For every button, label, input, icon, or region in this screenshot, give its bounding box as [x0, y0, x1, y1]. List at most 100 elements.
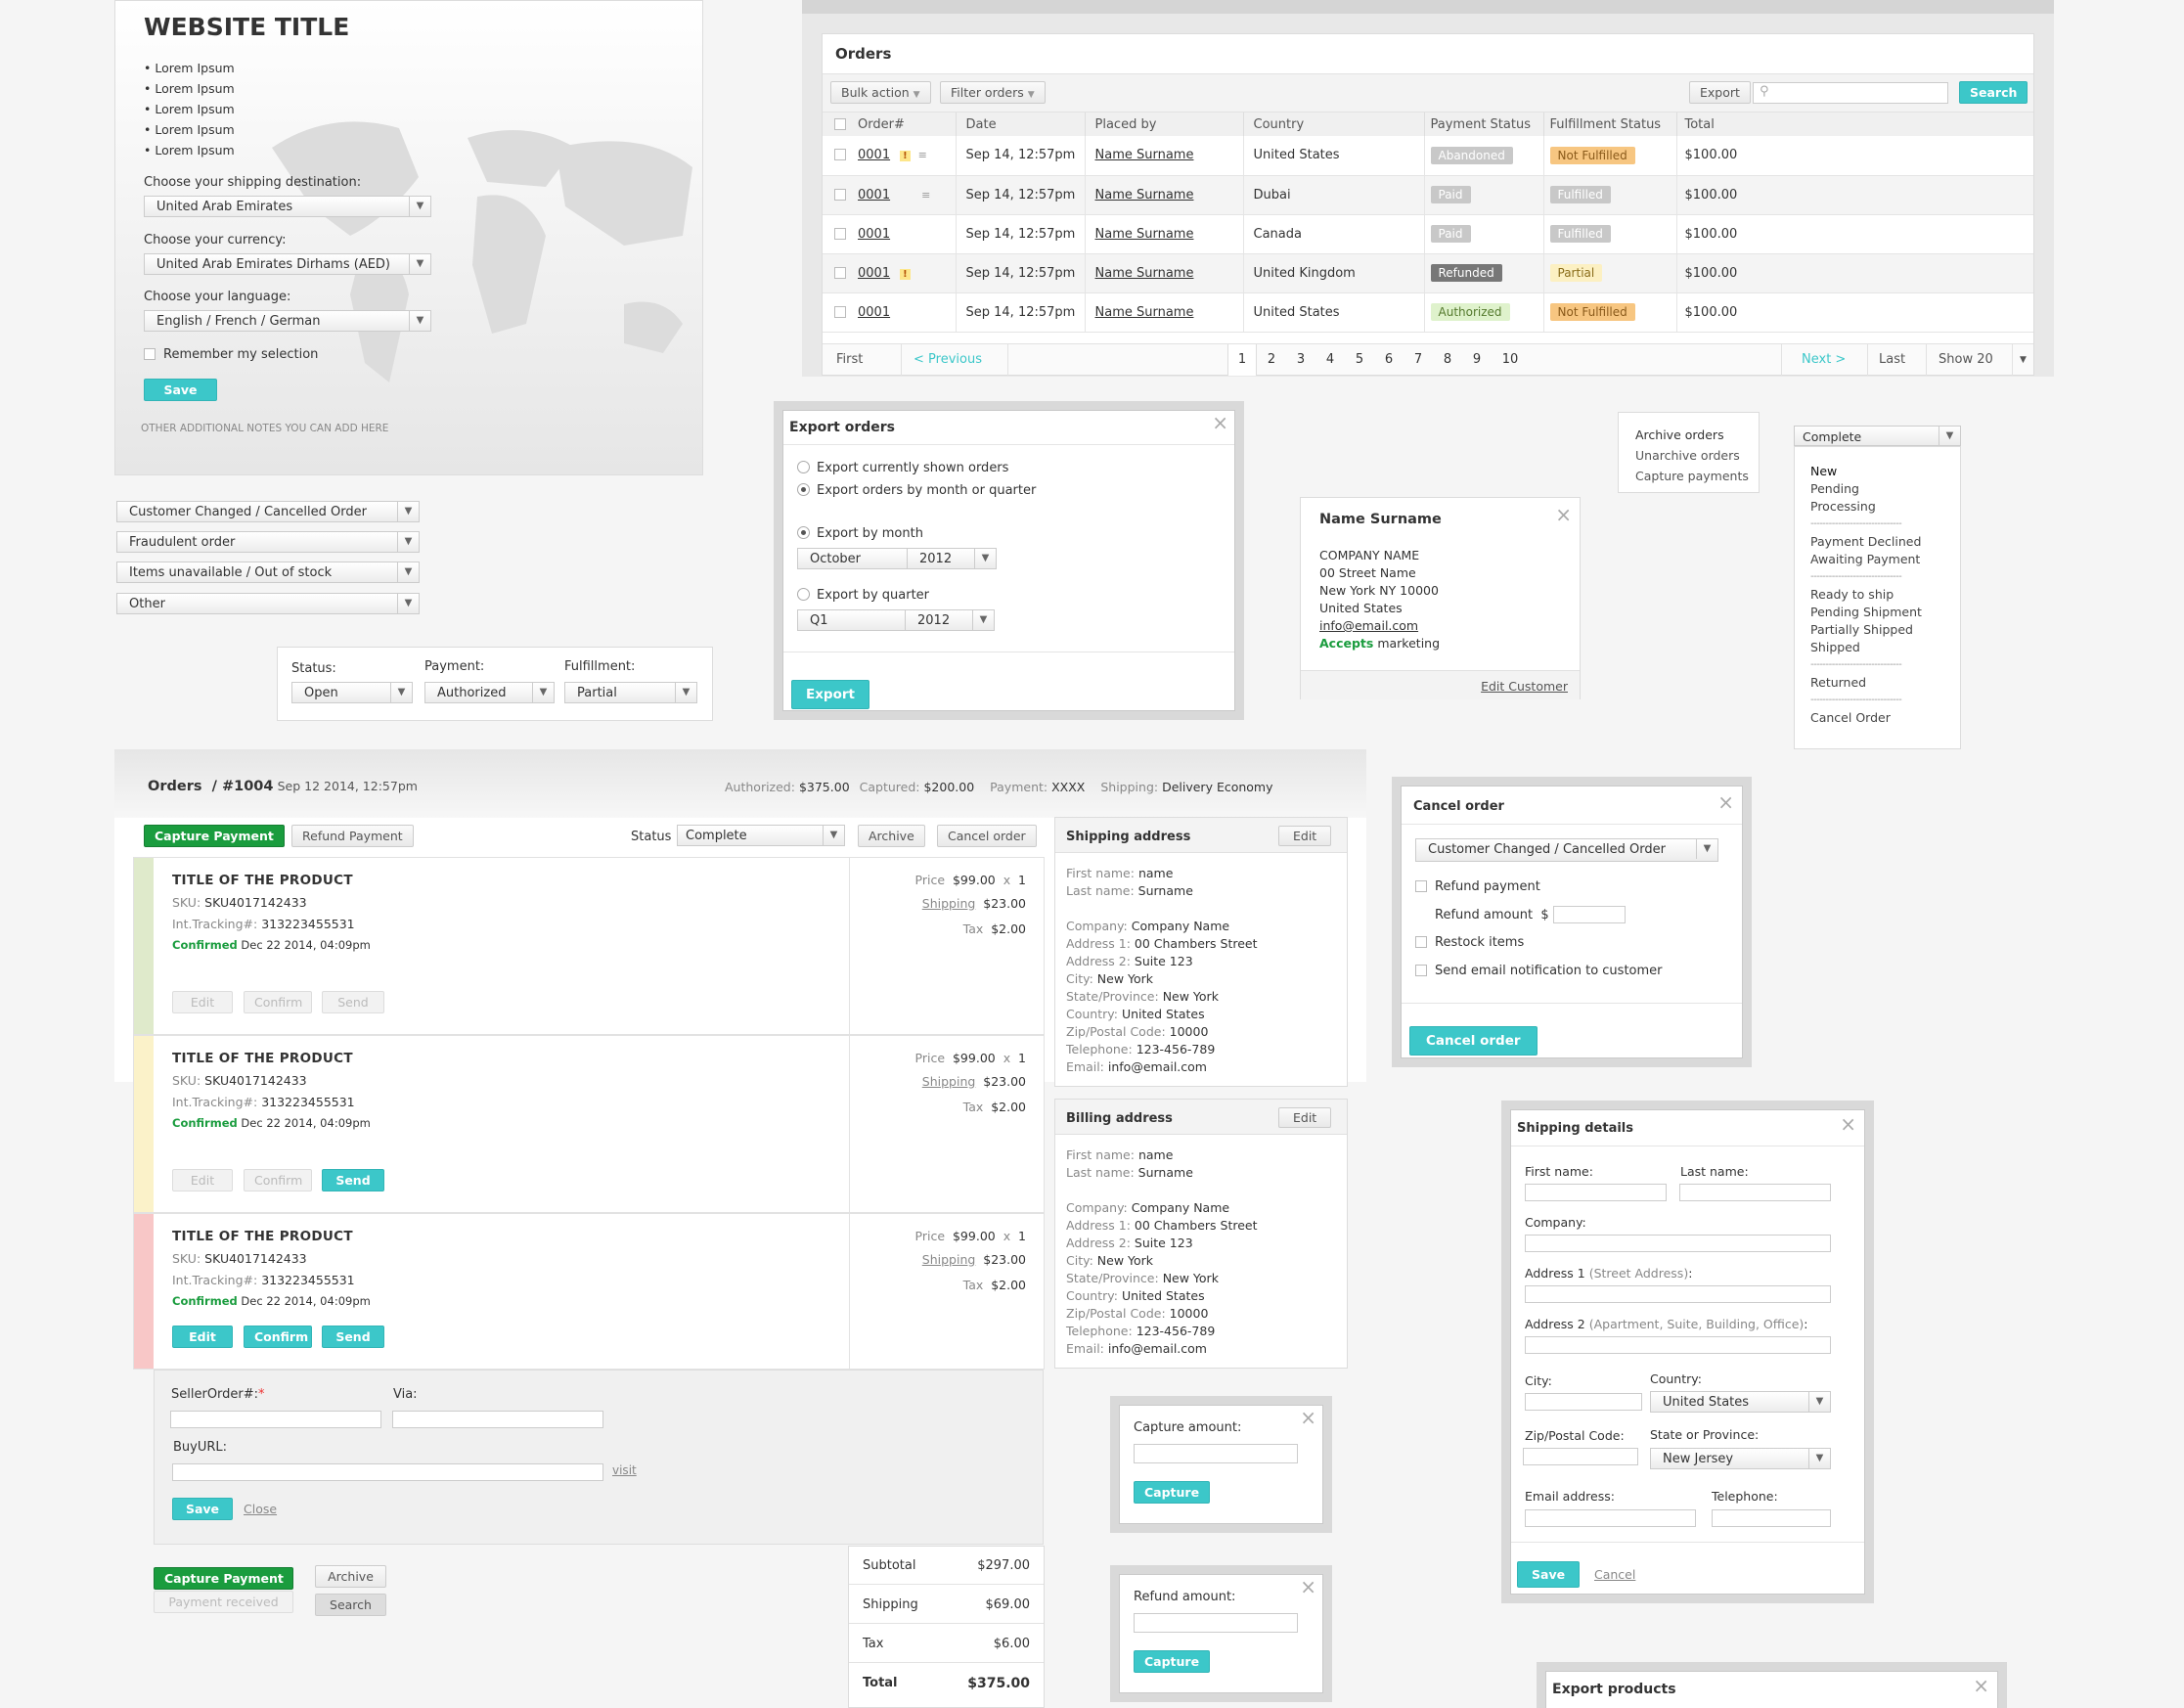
order-link[interactable]: 0001	[858, 226, 891, 242]
menu-item-unarchive[interactable]: Unarchive orders	[1635, 448, 1740, 463]
first-page-link[interactable]: First	[836, 352, 864, 367]
col-country[interactable]: Country	[1242, 112, 1424, 136]
refund-payment-button[interactable]: Refund Payment	[291, 825, 414, 847]
close-icon[interactable]: ×	[1300, 1575, 1316, 1598]
address2-input[interactable]	[1525, 1336, 1831, 1354]
option-shipped[interactable]: Shipped	[1810, 640, 1860, 654]
shipping-save-button[interactable]: Save	[1517, 1561, 1581, 1588]
option-partially-shipped[interactable]: Partially Shipped	[1810, 622, 1913, 637]
order-link[interactable]: 0001	[858, 148, 891, 163]
close-icon[interactable]: ×	[1300, 1406, 1316, 1429]
save-button[interactable]: Save	[144, 379, 217, 401]
archive-bottom-button[interactable]: Archive	[315, 1565, 386, 1588]
row-checkbox[interactable]	[834, 266, 846, 279]
close-icon[interactable]: ×	[1973, 1674, 1989, 1697]
customer-link[interactable]: Name Surname	[1094, 148, 1194, 163]
option-awaiting-payment[interactable]: Awaiting Payment	[1810, 552, 1921, 566]
bulk-action-button[interactable]: Bulk action ▼	[830, 81, 931, 104]
export-current-option[interactable]: Export currently shown orders	[797, 461, 1008, 475]
search-input[interactable]: ⚲	[1753, 82, 1948, 104]
breadcrumb-orders[interactable]: Orders	[148, 779, 202, 794]
buy-url-input[interactable]	[172, 1463, 603, 1481]
customer-link[interactable]: Name Surname	[1094, 187, 1194, 202]
refund-payment-option[interactable]: Refund payment	[1415, 879, 1540, 894]
city-input[interactable]	[1525, 1393, 1642, 1411]
select-all-checkbox[interactable]	[834, 117, 846, 130]
payment-filter-select[interactable]: Authorized ▼	[424, 682, 555, 703]
table-row[interactable]: 0001 Sep 14, 12:57pm Name Surname Canada Pai…	[823, 214, 2033, 253]
page-number[interactable]: 7	[1413, 352, 1423, 367]
quarter-year-select[interactable]: 2012 ▼	[905, 609, 995, 631]
send-item-button[interactable]: Send	[322, 1326, 384, 1348]
via-input[interactable]	[392, 1411, 603, 1428]
menu-item-capture[interactable]: Capture payments	[1635, 469, 1749, 483]
col-placed-by[interactable]: Placed by	[1084, 112, 1243, 136]
radio-button[interactable]	[797, 483, 810, 496]
email-input[interactable]	[1525, 1509, 1696, 1527]
seller-order-input[interactable]	[170, 1411, 381, 1428]
close-icon[interactable]: ×	[1840, 1112, 1856, 1136]
confirm-item-button[interactable]: Confirm	[244, 1326, 312, 1348]
refund-amount-input[interactable]	[1553, 906, 1626, 923]
visit-link[interactable]: visit	[612, 1463, 637, 1477]
cancel-order-submit-button[interactable]: Cancel order	[1409, 1026, 1538, 1056]
customer-link[interactable]: Name Surname	[1094, 226, 1194, 242]
col-payment-status[interactable]: Payment Status	[1423, 112, 1543, 136]
close-icon[interactable]: ×	[1555, 503, 1572, 526]
remember-selection[interactable]: Remember my selection	[144, 347, 318, 362]
refund-checkbox[interactable]	[1415, 880, 1427, 892]
export-button[interactable]: Export	[1689, 81, 1751, 104]
table-row[interactable]: 0001 Sep 14, 12:57pm Name Surname United St…	[823, 292, 2033, 332]
option-pending-shipment[interactable]: Pending Shipment	[1810, 605, 1922, 619]
reason-select[interactable]: Items unavailable / Out of stock ▼	[116, 562, 420, 583]
remember-checkbox[interactable]	[144, 348, 156, 360]
show-per-page-select[interactable]: Show 20 ▼	[1926, 344, 2033, 376]
export-submit-button[interactable]: Export	[791, 680, 869, 709]
option-pending[interactable]: Pending	[1810, 481, 1859, 496]
reason-select[interactable]: Customer Changed / Cancelled Order ▼	[116, 501, 420, 522]
edit-shipping-address-button[interactable]: Edit	[1278, 826, 1332, 846]
page-number[interactable]: 6	[1384, 352, 1394, 367]
next-page-link[interactable]: Next >	[1781, 344, 1869, 376]
row-checkbox[interactable]	[834, 227, 846, 240]
currency-select[interactable]: United Arab Emirates Dirhams (AED) ▼	[144, 253, 431, 275]
first-name-input[interactable]	[1525, 1184, 1667, 1201]
restock-option[interactable]: Restock items	[1415, 935, 1524, 950]
shipping-destination-select[interactable]: United Arab Emirates ▼	[144, 196, 431, 217]
order-link[interactable]: 0001	[858, 304, 891, 320]
table-row[interactable]: 0001! ≡ Sep 14, 12:57pm Name Surname United …	[823, 136, 2033, 175]
refund-submit-button[interactable]: Capture	[1134, 1650, 1210, 1673]
col-date[interactable]: Date	[955, 112, 1085, 136]
row-checkbox[interactable]	[834, 188, 846, 201]
page-number[interactable]: 2	[1267, 352, 1276, 367]
order-link[interactable]: 0001	[858, 187, 891, 202]
menu-item-archive[interactable]: Archive orders	[1635, 427, 1724, 442]
table-row[interactable]: 0001 ≡ Sep 14, 12:57pm Name Surname Dubai Pai…	[823, 175, 2033, 214]
col-fulfillment-status[interactable]: Fulfillment Status	[1542, 112, 1676, 136]
close-icon[interactable]: ×	[1717, 790, 1734, 814]
seller-save-button[interactable]: Save	[172, 1498, 233, 1520]
order-link[interactable]: 0001	[858, 265, 891, 281]
company-input[interactable]	[1525, 1235, 1831, 1252]
edit-item-button[interactable]: Edit	[172, 1326, 233, 1348]
filter-orders-button[interactable]: Filter orders ▼	[940, 81, 1046, 104]
page-number[interactable]: 10	[1501, 352, 1519, 367]
zip-input[interactable]	[1523, 1448, 1638, 1465]
option-cancel-order[interactable]: Cancel Order	[1810, 710, 1891, 725]
radio-button[interactable]	[797, 461, 810, 473]
edit-customer-link[interactable]: Edit Customer	[1481, 679, 1568, 694]
notify-option[interactable]: Send email notification to customer	[1415, 964, 1663, 978]
search-button[interactable]: Search	[1959, 81, 2028, 104]
radio-button[interactable]	[797, 588, 810, 601]
detail-status-select[interactable]: Complete ▼	[677, 825, 845, 846]
col-total[interactable]: Total	[1675, 112, 2033, 136]
radio-button[interactable]	[797, 526, 810, 539]
last-name-input[interactable]	[1679, 1184, 1831, 1201]
country-select[interactable]: United States ▼	[1650, 1391, 1831, 1413]
edit-billing-address-button[interactable]: Edit	[1278, 1107, 1332, 1128]
language-select[interactable]: English / French / German ▼	[144, 310, 431, 332]
capture-submit-button[interactable]: Capture	[1134, 1481, 1210, 1504]
page-number[interactable]: 8	[1443, 352, 1452, 367]
reason-select[interactable]: Fraudulent order ▼	[116, 531, 420, 553]
customer-email-link[interactable]: info@email.com	[1319, 618, 1419, 633]
